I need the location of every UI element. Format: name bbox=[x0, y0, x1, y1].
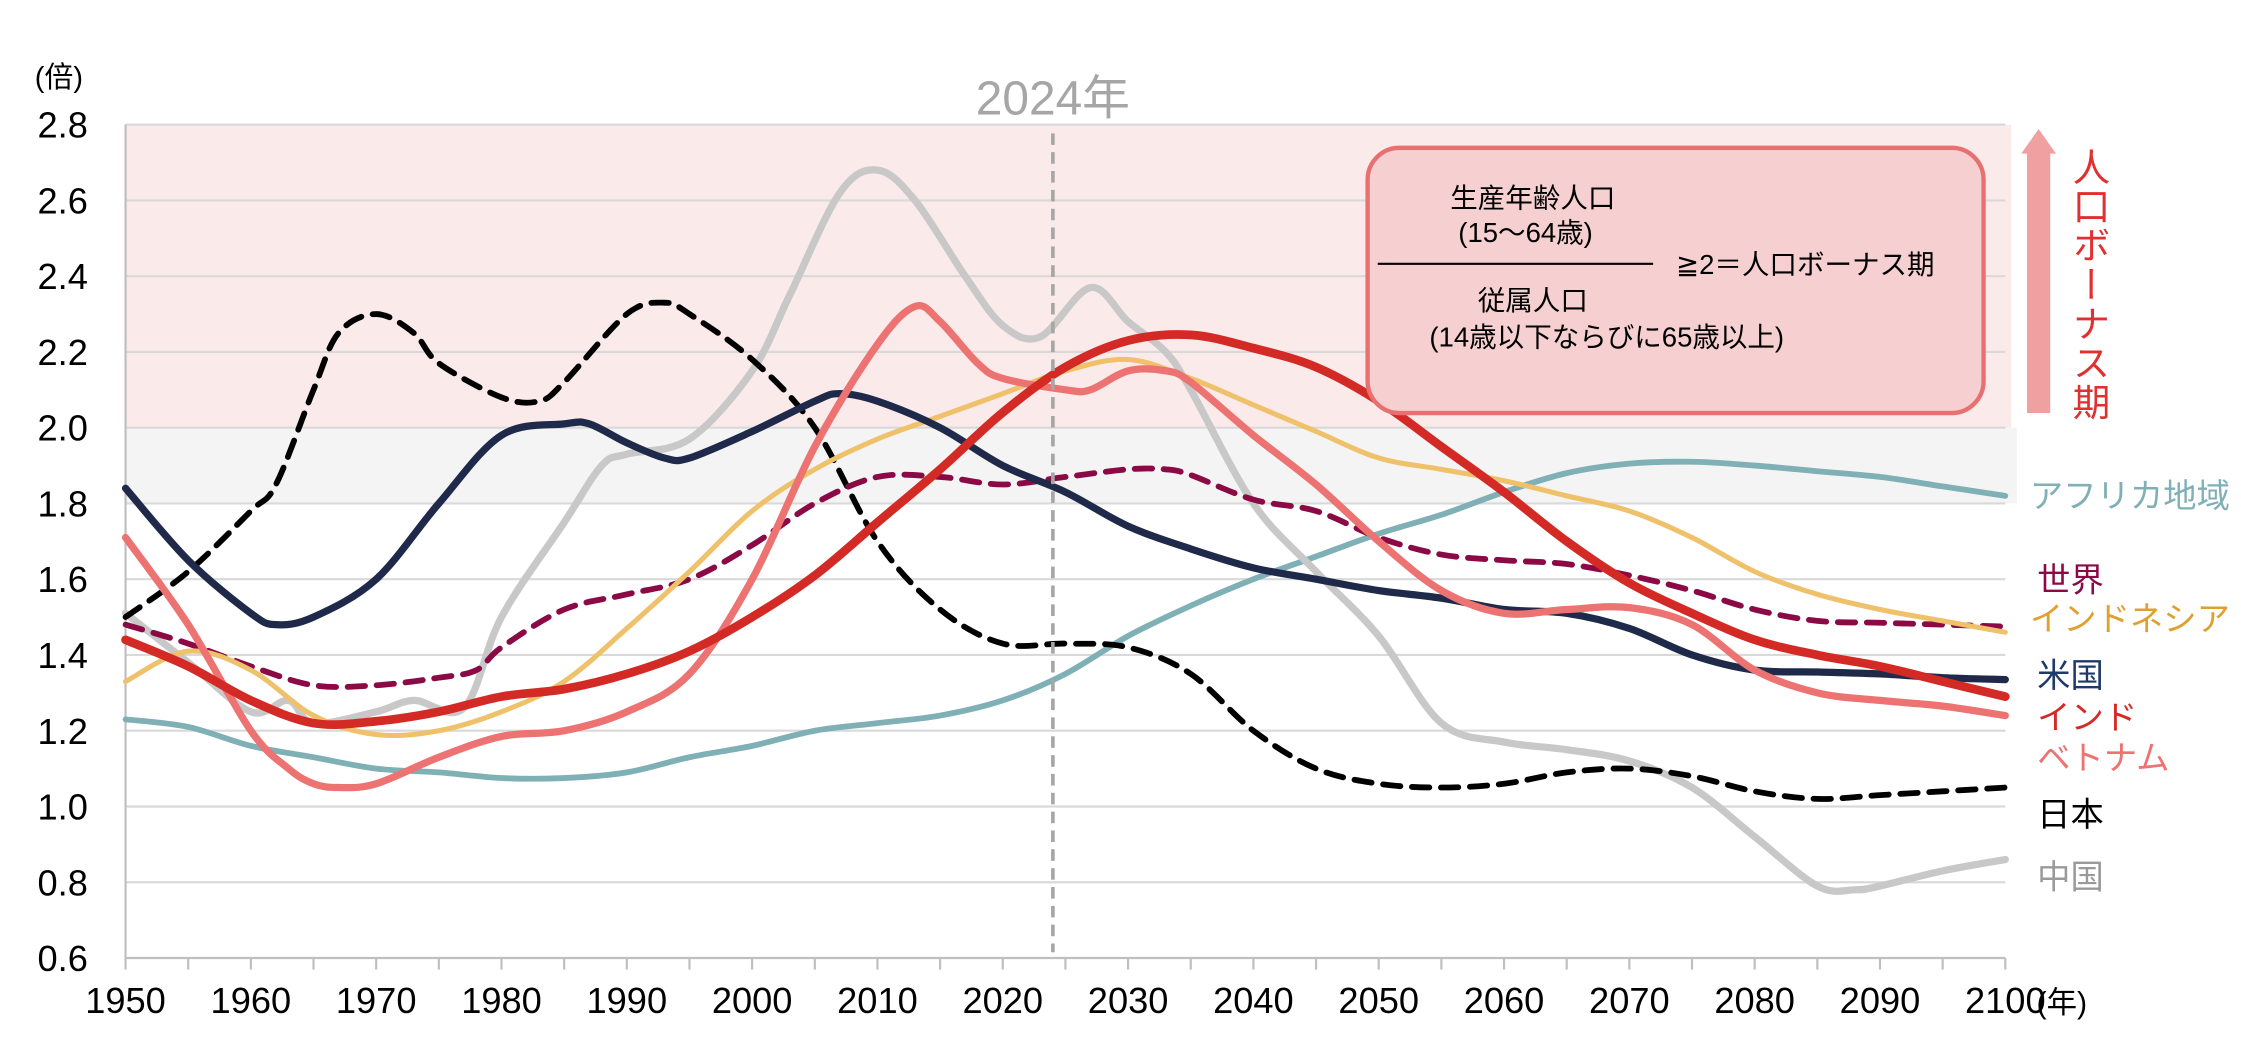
x-tick-label: 1980 bbox=[461, 980, 542, 1021]
y-tick-label: 2.2 bbox=[38, 332, 88, 373]
annotation-condition: ≧2＝人口ボーナス期 bbox=[1676, 249, 1934, 280]
x-tick-label: 1960 bbox=[211, 980, 292, 1021]
annotation-numerator-sub: (15〜64歳) bbox=[1458, 217, 1593, 248]
bonus-period-vertical-label: 人口ボーナス期 bbox=[2067, 148, 2109, 422]
series-label: 米国 bbox=[2037, 658, 2104, 695]
y-tick-label: 0.8 bbox=[38, 862, 88, 903]
series-line-0 bbox=[122, 458, 2009, 782]
x-tick-label: 1950 bbox=[85, 980, 166, 1021]
y-tick-label: 0.6 bbox=[38, 938, 88, 979]
y-tick-label: 2.6 bbox=[38, 180, 88, 221]
x-tick-label: 1990 bbox=[587, 980, 668, 1021]
series-line-3 bbox=[122, 465, 2009, 690]
series-label: 中国 bbox=[2037, 859, 2104, 896]
x-tick-label: 2060 bbox=[1464, 980, 1545, 1021]
near-bonus-band bbox=[125, 427, 2017, 504]
x-tick-label: 2010 bbox=[837, 980, 918, 1021]
series-label: 世界 bbox=[2037, 562, 2104, 599]
series-line-2 bbox=[122, 299, 2009, 802]
series-label: ベトナム bbox=[2037, 741, 2169, 778]
x-tick-label: 1970 bbox=[336, 980, 417, 1021]
bonus-arrow-shaft bbox=[2027, 152, 2051, 414]
bonus-arrow-head-icon bbox=[2021, 128, 2057, 154]
annotation-box bbox=[1365, 145, 1986, 416]
series-line-6 bbox=[121, 302, 2009, 792]
series-line-5 bbox=[121, 389, 2009, 684]
x-tick-label: 2090 bbox=[1840, 980, 1921, 1021]
y-axis-label: (倍) bbox=[35, 62, 83, 94]
y-tick-label: 2.4 bbox=[38, 256, 88, 297]
x-tick-label: 2100 bbox=[1965, 980, 2046, 1021]
x-tick-label: 2020 bbox=[962, 980, 1043, 1021]
x-tick-label: 2080 bbox=[1714, 980, 1795, 1021]
series-label: 日本 bbox=[2037, 797, 2104, 834]
y-tick-label: 1.8 bbox=[38, 483, 88, 524]
x-tick-label: 2040 bbox=[1213, 980, 1294, 1021]
y-tick-label: 1.0 bbox=[38, 787, 88, 828]
x-axis-unit: (年) bbox=[2036, 986, 2087, 1020]
annotation-denominator-sub: (14歳以下ならびに65歳以上) bbox=[1429, 321, 1784, 352]
y-tick-label: 2.0 bbox=[38, 408, 88, 449]
annotation-numerator: 生産年齢人口 bbox=[1450, 182, 1615, 213]
y-tick-label: 1.6 bbox=[38, 559, 88, 600]
y-tick-label: 1.4 bbox=[38, 635, 88, 676]
annotation-denominator: 従属人口 bbox=[1478, 285, 1588, 316]
y-tick-label: 2.8 bbox=[38, 105, 88, 146]
x-tick-label: 2000 bbox=[712, 980, 793, 1021]
series-label: アフリカ地域 bbox=[2030, 478, 2230, 515]
x-tick-label: 2070 bbox=[1589, 980, 1670, 1021]
x-tick-label: 2030 bbox=[1088, 980, 1169, 1021]
x-tick-label: 2050 bbox=[1338, 980, 1419, 1021]
series-label: インド bbox=[2037, 700, 2137, 737]
year-2024-label: 2024年 bbox=[976, 72, 1130, 125]
series-line-7 bbox=[121, 330, 2010, 729]
y-tick-label: 1.2 bbox=[38, 711, 88, 752]
series-label: インドネシア bbox=[2030, 601, 2230, 638]
